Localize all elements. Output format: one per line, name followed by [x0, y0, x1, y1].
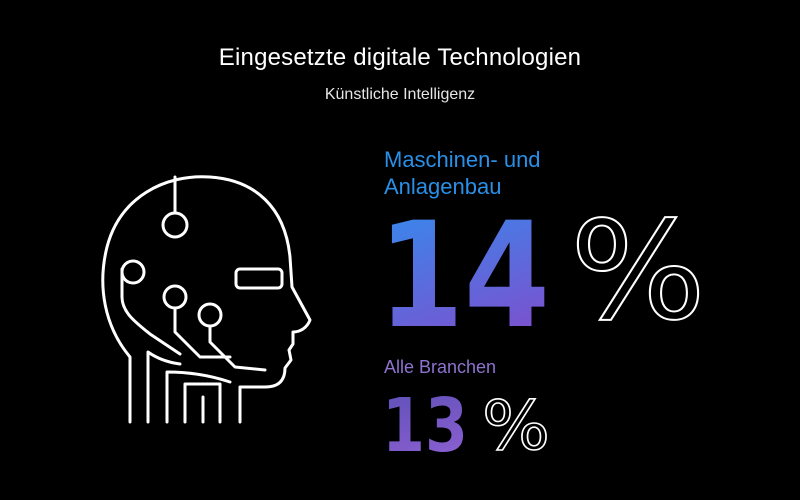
page-subtitle: Künstliche Intelligenz [324, 86, 476, 103]
stat-alle-branchen-unit: % [482, 387, 550, 461]
stat-alle-branchen-number: 13 [382, 383, 468, 461]
stat-maschinenbau-value: 14 % [378, 198, 707, 338]
stat-maschinenbau-unit: % [570, 198, 706, 338]
stat-alle-branchen-value: 13 % [382, 383, 551, 461]
label-maschinenbau-line-1: Maschinen- und [384, 147, 541, 172]
ai-head-circuit-icon [101, 175, 312, 424]
label-alle-branchen: Alle Branchen [384, 357, 497, 377]
page-title: Eingesetzte digitale Technologien [218, 44, 582, 71]
stat-maschinenbau-number: 14 [378, 198, 550, 338]
label-maschinenbau: Maschinen- und Anlagenbau [384, 146, 541, 200]
label-maschinenbau-line-2: Anlagenbau [384, 174, 502, 199]
